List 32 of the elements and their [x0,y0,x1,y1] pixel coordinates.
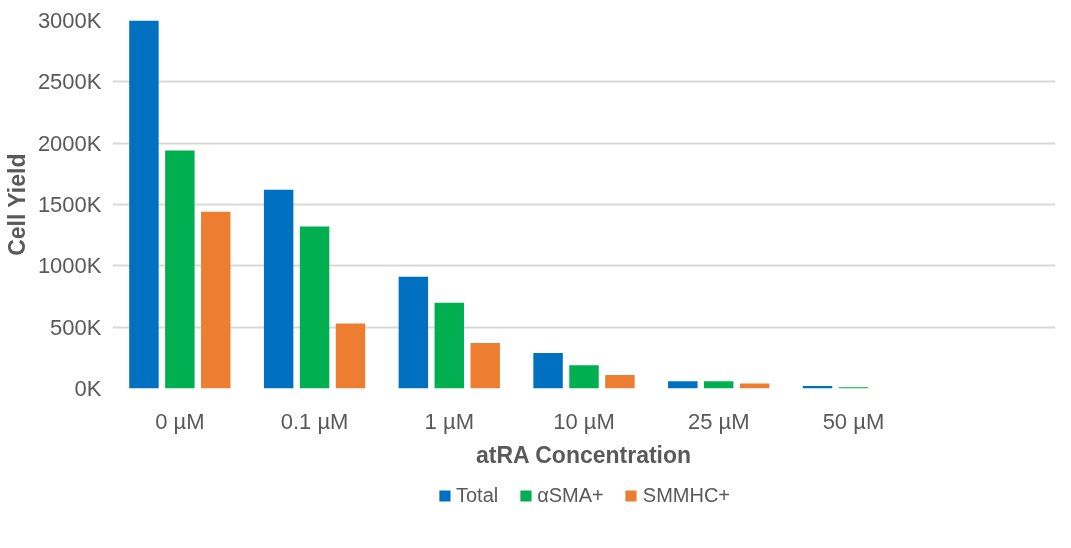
y-tick-label: 1000K [37,253,102,279]
bar [703,381,734,389]
y-tick-label: 3000K [37,8,102,33]
legend-label: SMMHC+ [642,483,731,507]
bar [533,352,563,389]
bar [335,323,366,389]
bar [129,20,159,389]
x-tick-label: 0.1 µM [280,408,349,434]
y-tick-label: 1500K [37,192,102,217]
x-tick-label: 25 µM [687,408,750,434]
bar [263,189,294,389]
bar [434,302,465,389]
bar [470,343,500,389]
bar [605,375,635,389]
y-tick-label: 500K [50,314,102,340]
bar [201,211,231,389]
bar [668,381,698,389]
bar [398,276,429,389]
y-tick-label: 2000K [37,130,102,156]
x-tick-label: 50 µM [822,408,885,434]
y-axis-title: Cell Yield [3,153,30,256]
x-axis-title: atRA Concentration [476,441,692,468]
x-tick-label: 10 µM [553,408,615,434]
y-tick-label: 0K [74,376,102,401]
x-tick-label: 1 µM [424,408,474,434]
legend-label: αSMA+ [537,483,604,507]
bar [165,150,195,389]
y-tick-label: 2500K [37,69,102,95]
legend-label: Total [455,483,499,507]
x-tick-label: 0 µM [155,408,205,434]
bar [569,365,599,389]
bar [299,226,330,389]
